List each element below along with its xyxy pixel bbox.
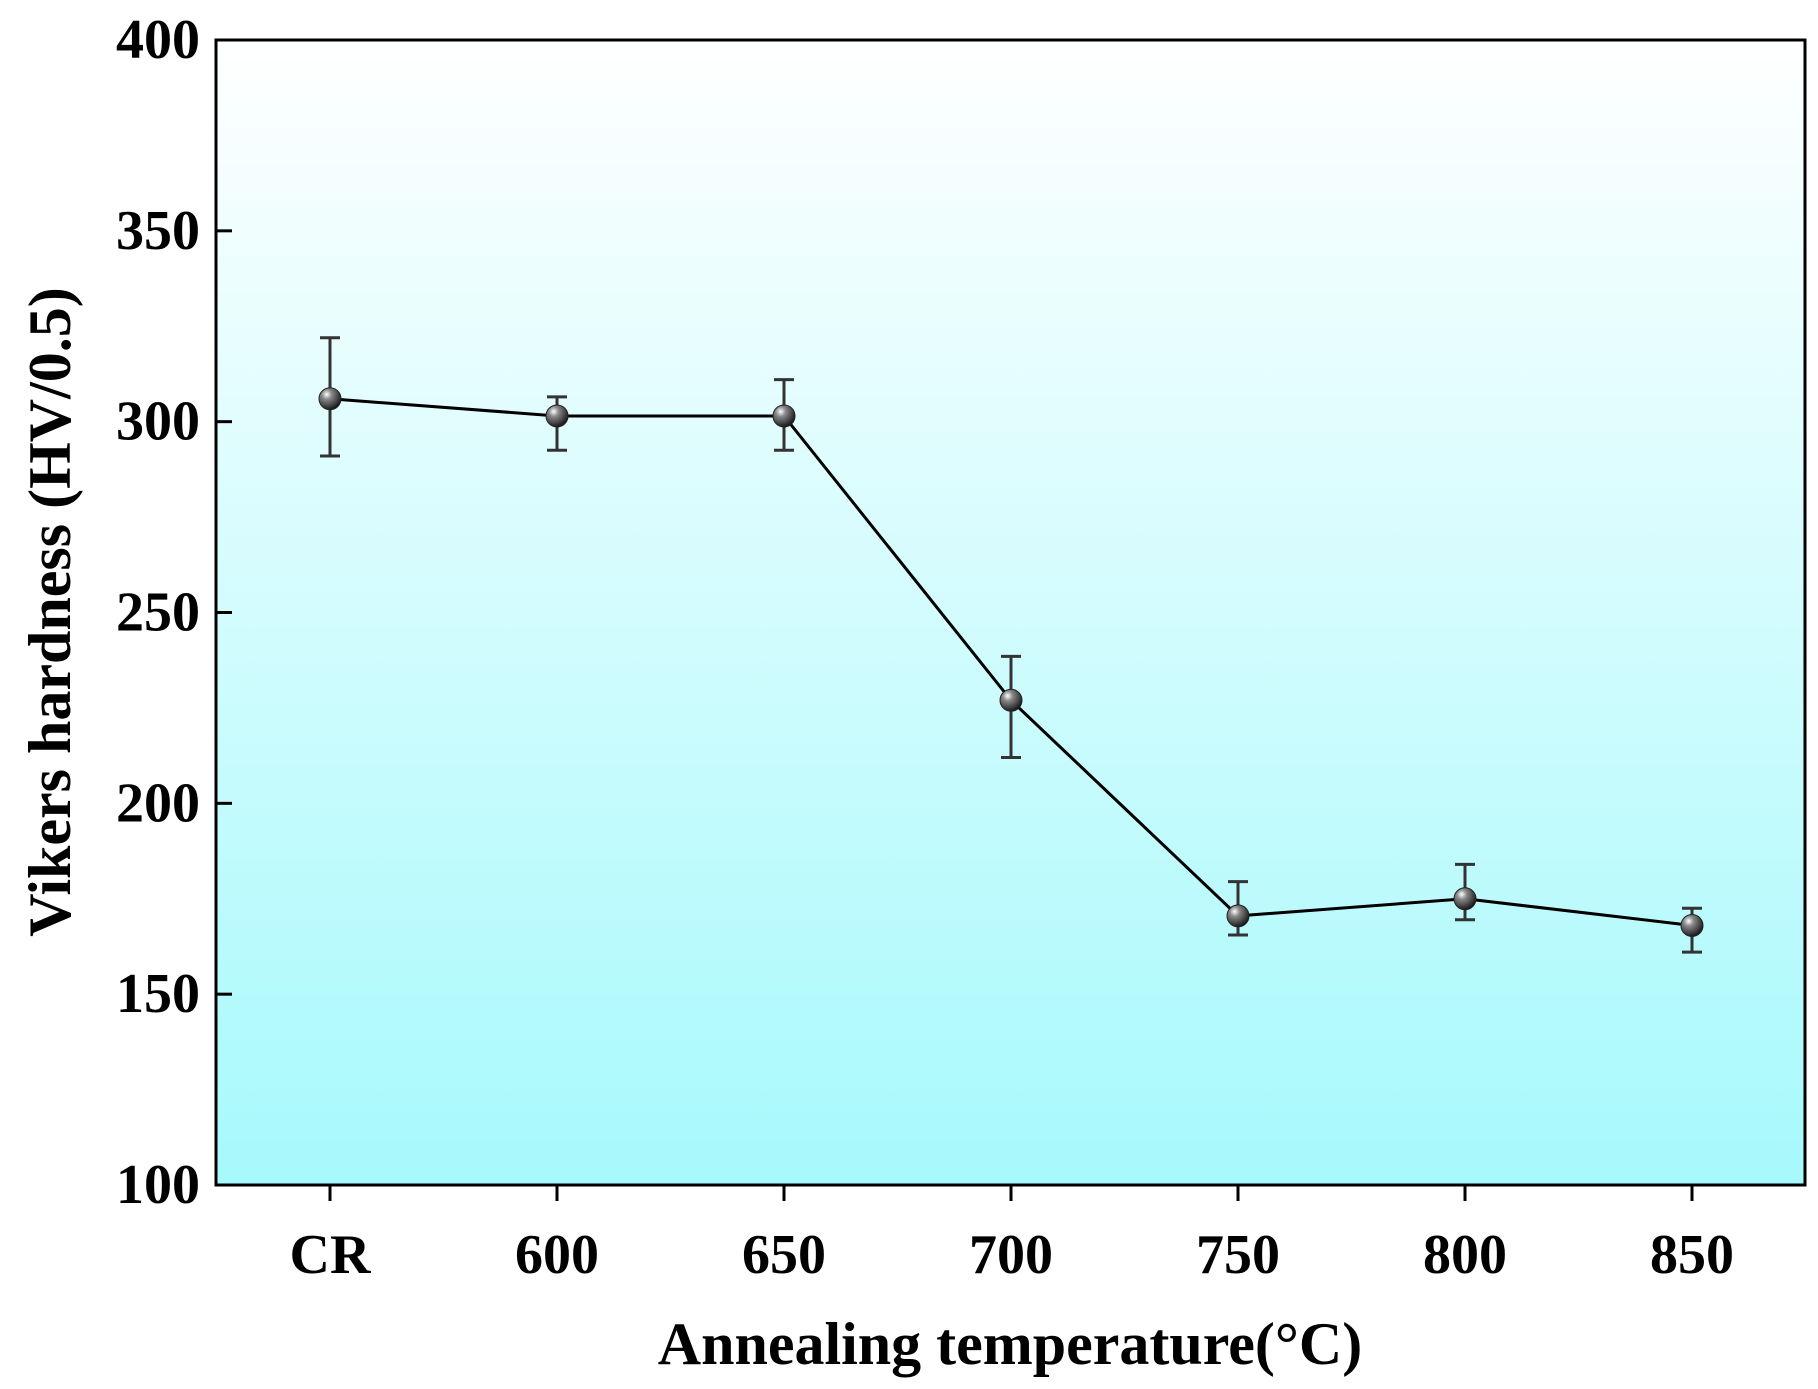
- data-point: [772, 404, 796, 428]
- data-markers: [318, 387, 1704, 937]
- data-point: [1680, 913, 1704, 937]
- x-tick-label: 600: [515, 1224, 599, 1286]
- axis-ticks: [216, 38, 1694, 1201]
- data-point: [1453, 887, 1477, 911]
- y-axis-title: Vikers hardness (HV/0.5): [17, 287, 83, 936]
- y-tick-label: 250: [116, 582, 200, 644]
- x-tick-labels: CR 600 650 700 750 800 850: [290, 1224, 1734, 1286]
- x-axis-title: Annealing temperature(°C): [658, 1311, 1362, 1377]
- y-tick-labels: 100 150 200 250 300 350 400: [116, 9, 200, 1216]
- plot-frame: [214, 38, 1807, 1187]
- y-tick-label: 400: [116, 9, 200, 71]
- data-point: [1226, 904, 1250, 928]
- y-tick-label: 150: [116, 963, 200, 1025]
- plot-background: [216, 40, 1805, 1185]
- x-tick-label: 700: [969, 1224, 1053, 1286]
- x-tick-label: 650: [742, 1224, 826, 1286]
- x-tick-label: 750: [1196, 1224, 1280, 1286]
- data-point: [318, 387, 342, 411]
- y-tick-label: 100: [116, 1154, 200, 1216]
- y-tick-label: 350: [116, 200, 200, 262]
- y-tick-label: 200: [116, 772, 200, 834]
- x-tick-label: 850: [1650, 1224, 1734, 1286]
- data-point: [545, 404, 569, 428]
- x-tick-label: CR: [290, 1224, 371, 1286]
- data-point: [999, 688, 1023, 712]
- y-tick-label: 300: [116, 391, 200, 453]
- x-tick-label: 800: [1423, 1224, 1507, 1286]
